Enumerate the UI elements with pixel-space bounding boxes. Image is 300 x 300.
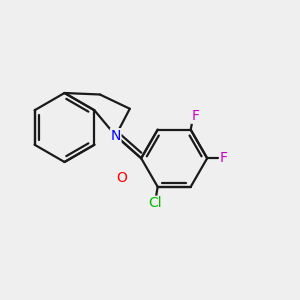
Text: N: N (110, 129, 121, 143)
Text: F: F (191, 109, 199, 123)
Text: F: F (220, 151, 228, 165)
Text: Cl: Cl (148, 196, 161, 210)
Text: O: O (116, 171, 127, 185)
